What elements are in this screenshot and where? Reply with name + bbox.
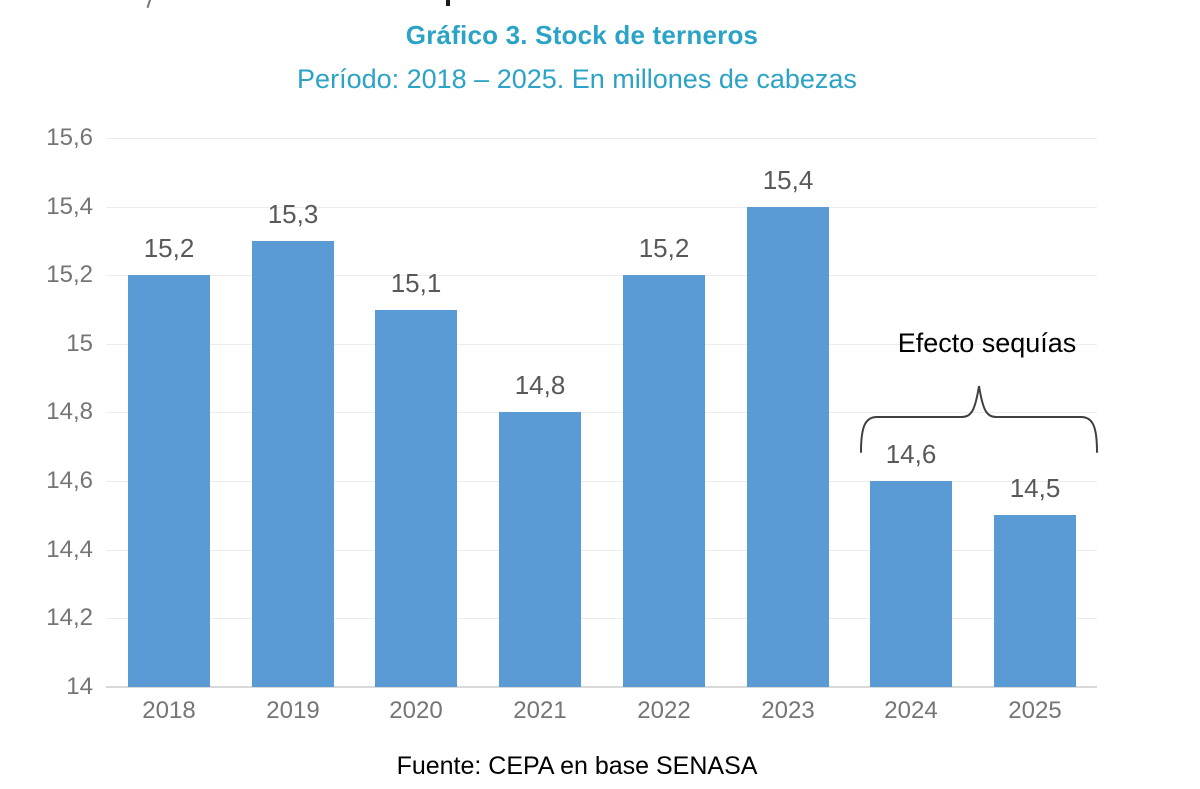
data-label: 14,6 [885,439,937,469]
gridline [106,344,1097,345]
chart-subtitle: Período: 2018 – 2025. En millones de cab… [297,64,857,94]
gridline [106,550,1097,551]
y-axis-tick-label: 14,6 [46,467,93,494]
y-axis-tick-label: 14,8 [46,398,93,425]
gridline [106,412,1097,413]
gridline [106,207,1097,208]
x-axis-tick-label: 2020 [389,697,443,724]
y-axis-tick-label: 15,2 [46,261,93,288]
bar-2025 [994,515,1076,687]
y-axis-tick-label: 15,4 [46,193,93,220]
source-note: Fuente: CEPA en base SENASA [396,752,758,780]
bar-2019 [252,241,334,687]
data-label: 15,3 [267,199,319,229]
y-axis-tick-label: 14 [66,673,93,700]
x-axis-tick-label: 2023 [761,697,815,724]
x-axis-tick-label: 2021 [513,697,567,724]
x-axis-tick-label: 2022 [637,697,691,724]
bar-2024 [870,481,952,687]
data-label: 15,4 [762,165,814,195]
bar-2020 [375,310,457,687]
gridline [106,618,1097,619]
bar-2018 [128,275,210,687]
y-axis-tick-label: 14,2 [46,604,93,631]
data-label: 14,8 [514,370,566,400]
chart-title: Gráfico 3. Stock de terneros [405,20,759,50]
cropped-text-remnant-right [446,0,450,6]
data-label: 15,2 [143,233,195,263]
data-label: 15,1 [390,268,442,298]
bar-2021 [499,412,581,687]
x-axis-tick-label: 2018 [142,697,196,724]
gridline [106,275,1097,276]
gridline [106,138,1097,139]
data-label: 15,2 [638,233,690,263]
data-label: 14,5 [1009,473,1061,503]
gridline [106,481,1097,482]
bar-2022 [623,275,705,687]
y-axis-tick-label: 15 [66,330,93,357]
x-axis-tick-label: 2025 [1008,697,1062,724]
x-axis-tick-label: 2024 [884,697,938,724]
annotation-label: Efecto sequías [897,328,1077,358]
y-axis-tick-label: 14,4 [46,536,93,563]
y-axis-tick-label: 15,6 [46,124,93,151]
x-axis-tick-label: 2019 [266,697,320,724]
bar-2023 [747,207,829,687]
x-axis-line [106,686,1097,688]
